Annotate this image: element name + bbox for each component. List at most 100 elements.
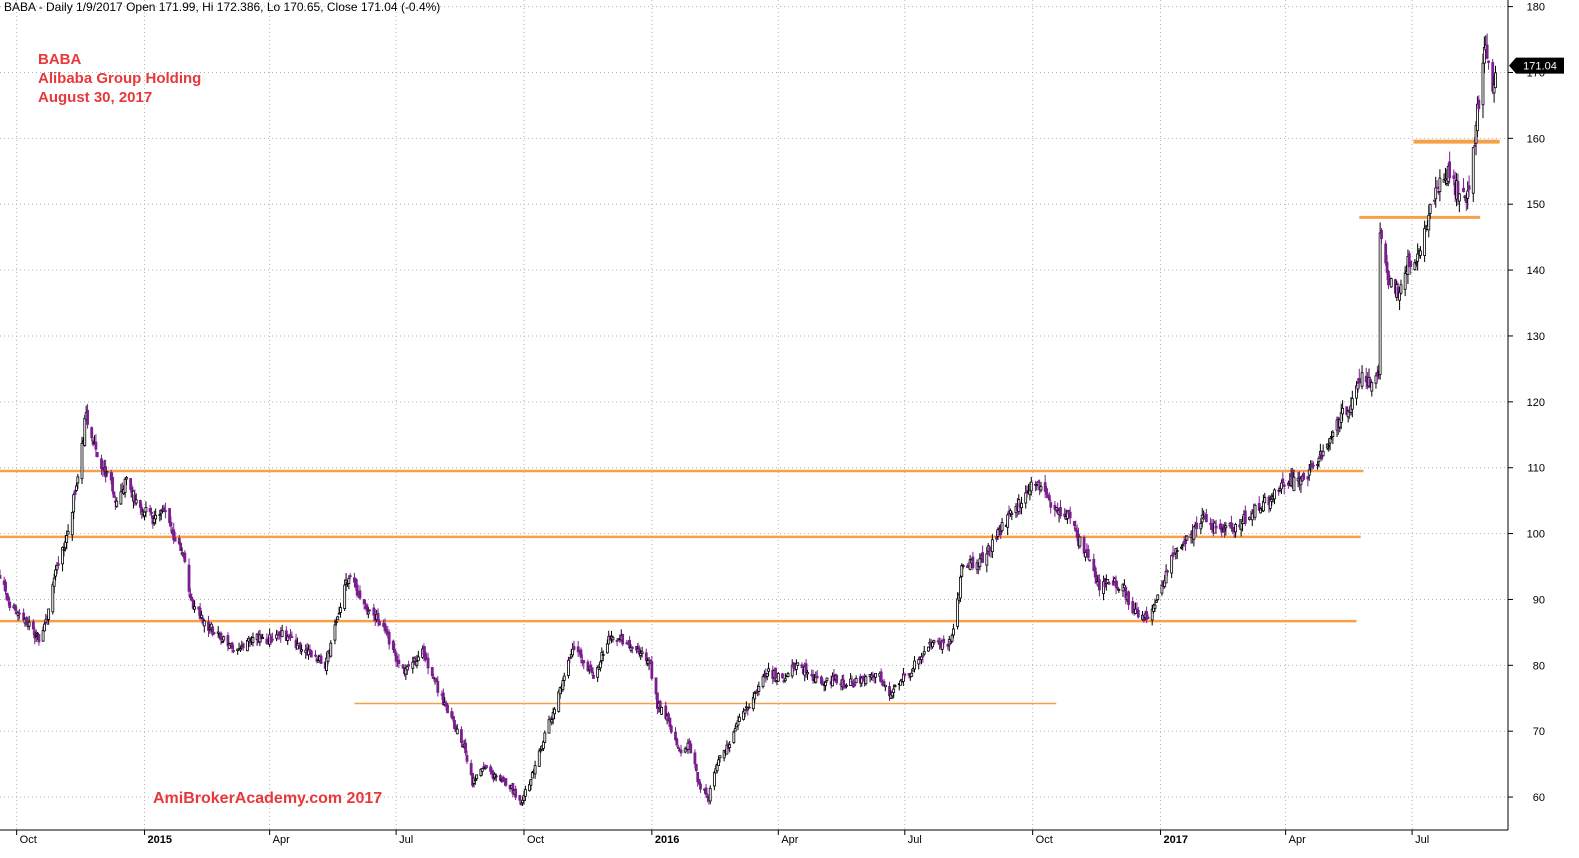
candle-body — [676, 746, 680, 749]
candle-body — [251, 637, 255, 644]
candle-body — [985, 553, 989, 566]
x-tick-label: Oct — [1036, 834, 1053, 846]
candle-body — [960, 565, 964, 577]
candle-body — [1086, 548, 1090, 559]
candle-body — [83, 417, 87, 446]
candle — [1234, 522, 1237, 538]
axes-layer: 60708090100110120130140150160170180Oct20… — [0, 0, 1564, 846]
candle-body — [183, 552, 187, 562]
candle-body — [47, 608, 51, 620]
candle — [300, 644, 304, 656]
candle-body — [850, 680, 854, 683]
candle — [378, 618, 381, 626]
candle — [932, 639, 936, 646]
candle — [621, 633, 625, 647]
candle-body — [1136, 609, 1140, 618]
candle — [4, 579, 7, 596]
candle-body — [426, 657, 430, 669]
candle-body — [796, 662, 800, 666]
candle — [1485, 33, 1489, 60]
candle-body — [1321, 450, 1325, 457]
candle-body — [942, 638, 946, 644]
candle-body — [465, 755, 469, 762]
candle-body — [712, 772, 716, 787]
candle-body — [179, 543, 183, 551]
candle-body — [590, 667, 594, 674]
candle-body — [1107, 582, 1111, 585]
candle-body — [300, 649, 304, 652]
candle — [347, 575, 351, 590]
candle — [738, 713, 741, 722]
candle — [134, 493, 138, 506]
candle-body — [1457, 193, 1461, 202]
candle-body — [932, 640, 936, 644]
candle — [1307, 464, 1311, 481]
candle — [1185, 535, 1189, 541]
candle — [1341, 400, 1345, 421]
candle — [1214, 519, 1218, 534]
candle — [920, 652, 923, 665]
candle — [824, 680, 827, 691]
candle-body — [1327, 445, 1331, 448]
candle-body — [592, 674, 595, 679]
candle-body — [216, 631, 220, 634]
candle — [251, 632, 255, 647]
candle-body — [66, 530, 70, 535]
candle — [18, 608, 21, 620]
candle — [446, 702, 449, 714]
candle — [1024, 485, 1028, 509]
candle — [1134, 602, 1137, 615]
candle — [1403, 266, 1407, 297]
candle-body — [1263, 497, 1267, 504]
candle — [611, 635, 615, 643]
candle — [1409, 260, 1413, 275]
candle-body — [504, 778, 508, 786]
candle-body — [37, 634, 41, 643]
candle-body — [343, 584, 347, 610]
candle — [1350, 390, 1354, 418]
candle — [971, 551, 975, 571]
candle-body — [1438, 177, 1442, 192]
candle-body — [480, 768, 484, 772]
candle — [115, 497, 119, 508]
x-tick-label: Oct — [20, 834, 37, 846]
candle-body — [54, 569, 57, 577]
candle-body — [1281, 478, 1285, 484]
candle-body — [280, 630, 284, 638]
candle-body — [586, 661, 590, 672]
candle — [845, 683, 848, 689]
candle — [523, 785, 527, 801]
candle-body — [1253, 504, 1257, 518]
candle — [187, 558, 191, 597]
candle-body — [336, 616, 340, 621]
candle — [1205, 509, 1208, 523]
candle — [1434, 176, 1438, 208]
candle-body — [1280, 482, 1283, 490]
candle — [1029, 476, 1033, 496]
chart-title-block: BABA Alibaba Group Holding August 30, 20… — [38, 50, 201, 107]
candle-body — [1181, 544, 1185, 546]
candle — [806, 669, 809, 680]
candle-body — [640, 651, 644, 655]
candle-body — [783, 678, 787, 682]
candle-body — [1214, 525, 1218, 529]
candle-body — [1195, 522, 1199, 530]
candle-body — [820, 676, 823, 684]
candle-body — [56, 563, 60, 566]
candle-body — [1385, 261, 1389, 273]
candle-body — [455, 728, 459, 735]
candle-body — [1154, 600, 1158, 603]
candle-body — [644, 652, 648, 662]
candle-body — [835, 674, 839, 684]
candle — [212, 631, 216, 636]
candle — [368, 609, 372, 612]
candle — [1154, 600, 1158, 603]
candle — [786, 671, 790, 678]
candle-body — [1378, 232, 1382, 375]
chart-symbol: BABA — [38, 51, 82, 68]
candle-body — [1127, 591, 1130, 606]
candle-body — [1164, 570, 1168, 584]
candle-body — [358, 590, 362, 599]
candle-body — [80, 442, 84, 480]
candle-body — [31, 621, 35, 630]
